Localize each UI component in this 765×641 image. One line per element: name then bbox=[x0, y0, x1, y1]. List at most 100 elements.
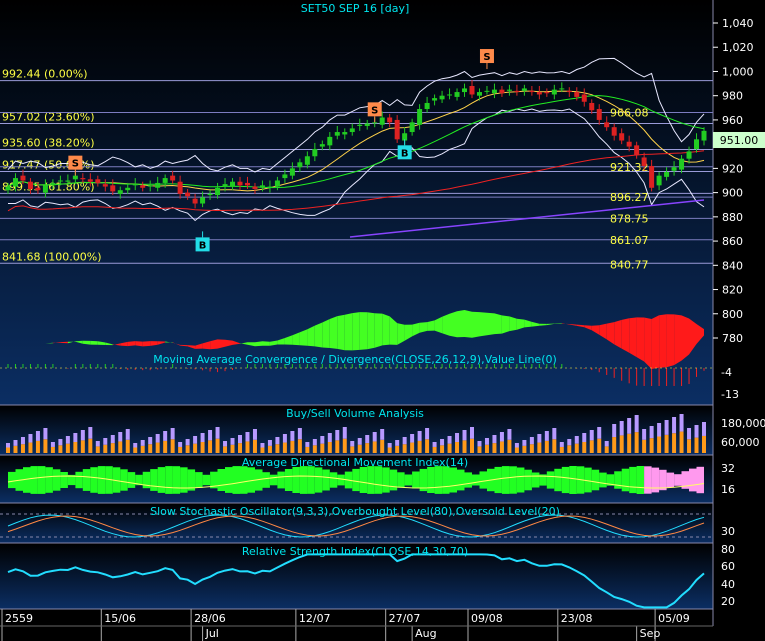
price-indicators bbox=[7, 57, 705, 238]
macd-area-segment bbox=[629, 317, 637, 358]
sell-volume-bar bbox=[28, 434, 33, 443]
buy-volume-bar bbox=[140, 445, 145, 453]
macd-area-segment bbox=[434, 316, 443, 334]
rsi-plot bbox=[7, 553, 705, 609]
macd-area-segment bbox=[180, 344, 188, 347]
macd-area-segment bbox=[359, 312, 368, 350]
sell-volume-bar bbox=[103, 438, 108, 445]
macd-area-segment bbox=[464, 310, 472, 338]
sell-volume-bar bbox=[417, 431, 422, 441]
candle-body bbox=[267, 186, 273, 188]
candle-body bbox=[222, 184, 228, 187]
x-tick-label: 28/06 bbox=[194, 612, 226, 625]
buy-volume-bar bbox=[627, 433, 632, 453]
sell-volume-bar bbox=[559, 442, 564, 447]
buy-volume-bar bbox=[20, 444, 25, 453]
candle-body bbox=[536, 92, 542, 95]
sell-volume-bar bbox=[178, 442, 183, 447]
macd-area-segment bbox=[569, 324, 577, 326]
sell-volume-bar bbox=[619, 421, 624, 436]
candle-body bbox=[559, 88, 565, 90]
y-tick-label: 980 bbox=[722, 90, 743, 103]
macd-area-segment bbox=[67, 341, 76, 344]
adx-area-segment bbox=[569, 466, 577, 494]
candle-body bbox=[282, 174, 288, 179]
candle-body bbox=[694, 139, 700, 149]
sell-volume-bar bbox=[327, 433, 332, 442]
candle-body bbox=[57, 180, 63, 182]
buy-volume-bar bbox=[432, 446, 437, 453]
adx-area-segment bbox=[232, 466, 240, 494]
y-tick-label: 860 bbox=[722, 235, 743, 248]
last-price-value: 951.00 bbox=[720, 134, 759, 147]
candle-body bbox=[125, 187, 131, 191]
candle-body bbox=[656, 175, 662, 186]
adx-area-segment bbox=[60, 472, 68, 488]
buy-volume-bar bbox=[342, 438, 347, 453]
buy-volume-bar bbox=[312, 445, 317, 453]
macd-area-segment bbox=[240, 342, 248, 345]
sell-volume-bar bbox=[350, 441, 355, 447]
buy-volume-bar bbox=[492, 443, 497, 453]
adx-area-segment bbox=[546, 471, 555, 489]
buy-volume-bar bbox=[619, 435, 624, 453]
sell-volume-bar bbox=[125, 429, 130, 440]
rsi-tick-20: 20 bbox=[721, 595, 735, 608]
buy-volume-bar bbox=[110, 443, 115, 453]
buy-volume-bar bbox=[522, 445, 527, 453]
adx-area-segment bbox=[457, 469, 465, 491]
sell-volume-bar bbox=[529, 437, 534, 445]
candle-body bbox=[432, 98, 438, 101]
sell-volume-bar bbox=[552, 428, 557, 440]
macd-area-segment bbox=[681, 315, 689, 361]
sell-volume-bar bbox=[275, 437, 280, 445]
candle-body bbox=[544, 92, 550, 94]
candle-body bbox=[274, 180, 280, 187]
sell-volume-bar bbox=[582, 433, 587, 442]
adx-area-segment bbox=[352, 468, 360, 492]
adx-area-segment bbox=[284, 469, 293, 491]
adx-tick-1: 32 bbox=[721, 462, 735, 475]
buy-volume-bar bbox=[58, 445, 63, 453]
volume-bars bbox=[6, 414, 706, 453]
volume-tick-1: 180,000 bbox=[721, 417, 765, 430]
sell-volume-bar bbox=[672, 417, 677, 434]
buy-volume-bar bbox=[694, 437, 699, 453]
adx-area-segment bbox=[142, 471, 151, 489]
sell-volume-bar bbox=[320, 436, 325, 444]
macd-area-segment bbox=[666, 314, 675, 368]
sell-volume-bar bbox=[73, 433, 78, 442]
sell-volume-bar bbox=[290, 431, 295, 441]
buy-volume-bar bbox=[514, 447, 519, 453]
candle-body bbox=[110, 185, 116, 192]
adx-area-segment bbox=[337, 474, 345, 486]
buy-volume-bar bbox=[335, 440, 340, 453]
sell-volume-bar bbox=[208, 430, 213, 441]
candle-body bbox=[35, 187, 41, 191]
adx-area-segment bbox=[644, 466, 652, 494]
candle-body bbox=[649, 165, 655, 188]
rsi-tick-60: 60 bbox=[721, 560, 735, 573]
adx-area-segment bbox=[659, 469, 667, 491]
level-label: 861.07 bbox=[610, 234, 649, 247]
adx-area-segment bbox=[509, 466, 517, 494]
sell-volume-bar bbox=[193, 436, 198, 444]
sell-volume-bar bbox=[267, 440, 272, 446]
candle-body bbox=[372, 122, 378, 124]
candle-body bbox=[611, 127, 617, 136]
macd-area-segment bbox=[427, 320, 435, 331]
fib-level-label: 935.60 (38.20%) bbox=[2, 136, 95, 149]
adx-area-segment bbox=[367, 466, 375, 494]
macd-area-segment bbox=[509, 316, 517, 332]
y-tick-label: 1,020 bbox=[722, 41, 754, 54]
adx-area-segment bbox=[689, 468, 697, 492]
macd-area-segment bbox=[584, 325, 592, 331]
macd-area-segment bbox=[636, 317, 645, 362]
candle-body bbox=[454, 92, 460, 97]
buy-volume-bar bbox=[537, 442, 542, 453]
y-tick-label: 960 bbox=[722, 114, 743, 127]
sell-volume-bar bbox=[604, 441, 609, 447]
buy-volume-bar bbox=[365, 443, 370, 453]
buy-volume-bar bbox=[612, 437, 617, 453]
